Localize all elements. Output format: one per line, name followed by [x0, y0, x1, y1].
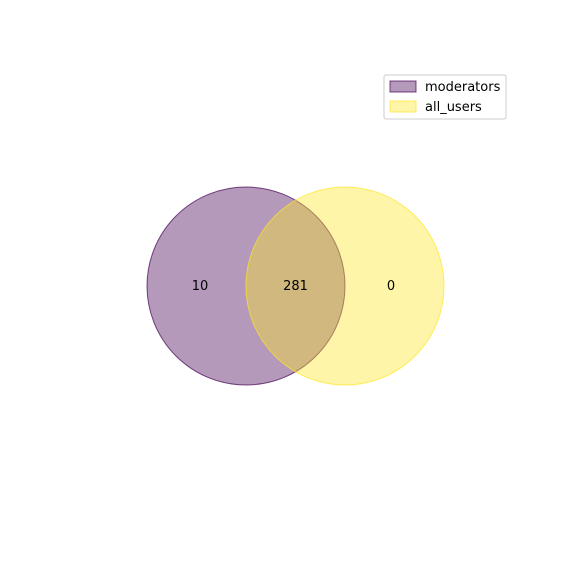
legend-swatch-moderators: [389, 80, 417, 93]
all-users-circle: [245, 186, 445, 386]
intersection-count: 281: [283, 279, 308, 294]
legend: moderators all_users: [383, 74, 507, 120]
legend-label-all-users: all_users: [425, 100, 482, 115]
legend-frame: [383, 74, 507, 120]
moderators-only-count: 10: [192, 279, 209, 294]
all-users-only-count: 0: [387, 279, 395, 294]
legend-label-moderators: moderators: [425, 80, 501, 95]
legend-swatch-all-users: [389, 100, 417, 113]
